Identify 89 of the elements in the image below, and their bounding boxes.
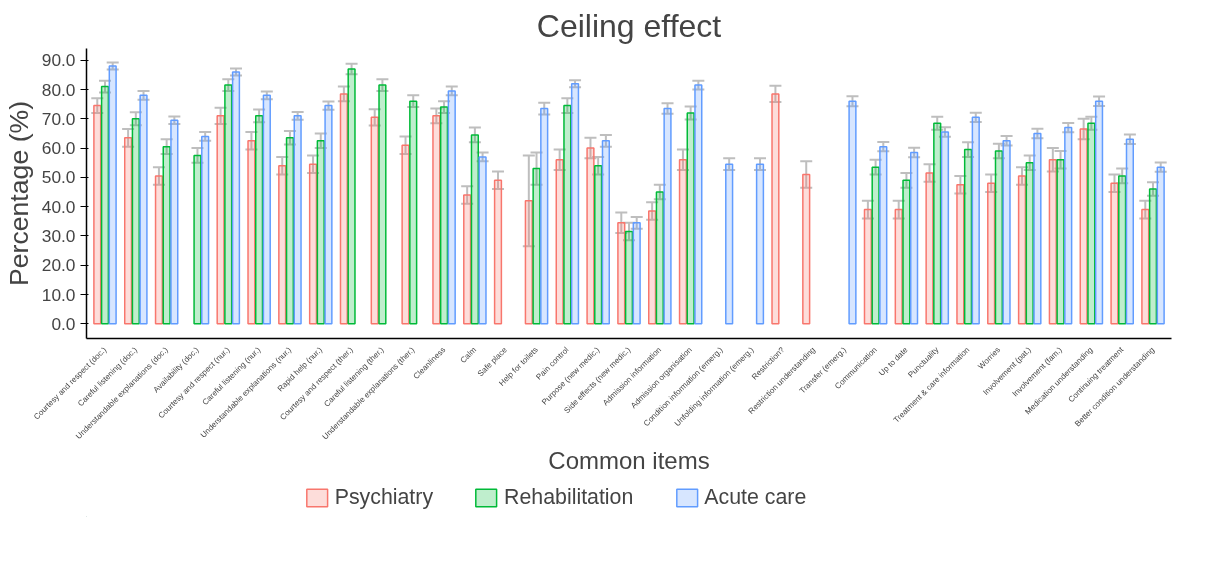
bar [1002,140,1011,325]
y-axis-title: Percentage (%) [3,100,34,287]
bar [432,115,441,325]
bar [224,84,233,325]
bar [624,230,634,325]
bar [231,71,241,325]
bar [1033,132,1042,325]
bar [324,104,333,325]
bar [909,151,919,325]
bar [755,163,765,325]
bar [123,137,133,325]
bar [254,115,264,325]
bar [100,85,110,325]
bar [409,100,418,325]
bar [378,84,387,325]
bar [439,106,449,325]
y-tick-label: 20.0 [41,255,76,276]
y-tick-label: 50.0 [41,167,76,188]
bar [293,115,302,325]
bar [247,140,256,325]
bar [285,137,295,325]
bar [956,183,965,325]
bar [802,173,811,325]
bar [963,148,973,325]
bar [463,194,472,325]
bar [278,164,287,325]
bar [871,166,880,325]
bar [570,82,580,325]
bar [1156,166,1165,325]
legend-label: Acute care [704,484,807,510]
y-tick-label: 0.0 [51,313,76,334]
chart-title: Ceiling effect [536,7,722,44]
bar [940,131,950,325]
bar [925,172,934,325]
bar [262,94,271,325]
y-tick-label: 80.0 [41,79,76,100]
bar [594,164,603,325]
bar [694,84,703,325]
bar [201,135,210,325]
bar [1148,188,1158,325]
bar [1094,100,1104,325]
bar [1064,126,1073,325]
bar [678,159,688,325]
y-tick-label: 70.0 [41,108,76,129]
bar [540,107,549,325]
bar [771,93,780,325]
bar [1141,208,1150,325]
bar [1087,122,1096,325]
y-tick-label: 10.0 [41,284,76,305]
bar [617,222,626,325]
bar [308,163,318,325]
bar [1118,175,1127,325]
bar [1110,182,1119,325]
legend-label: Rehabilitation [504,484,634,510]
bar [478,156,487,325]
bar [193,154,202,325]
bar [216,115,225,325]
bar [586,147,595,325]
bar [532,167,541,325]
bar [1056,159,1065,325]
bar [663,107,672,325]
bar [493,179,503,325]
bar [971,116,980,325]
bar [401,144,410,325]
bar [1017,175,1027,325]
y-tick-label: 60.0 [41,138,76,159]
bar [154,175,164,325]
bar [347,68,356,325]
bar [902,179,911,325]
bar [879,145,888,325]
bar [93,104,102,325]
bar [601,140,611,325]
y-tick-label: 90.0 [41,50,76,71]
bar [848,100,857,325]
bar [933,122,942,325]
bar [563,104,572,325]
bar [725,163,734,325]
bar [447,90,456,325]
bar [1125,138,1135,325]
bar [108,65,117,325]
x-axis-title: Common items [548,447,710,475]
bar [632,222,641,325]
bar [170,119,179,325]
bar [647,210,657,325]
bar [987,182,996,325]
y-tick-label: 40.0 [41,196,76,217]
bar [139,94,148,325]
legend-label: Psychiatry [334,484,434,510]
y-tick-label: 30.0 [41,225,76,246]
